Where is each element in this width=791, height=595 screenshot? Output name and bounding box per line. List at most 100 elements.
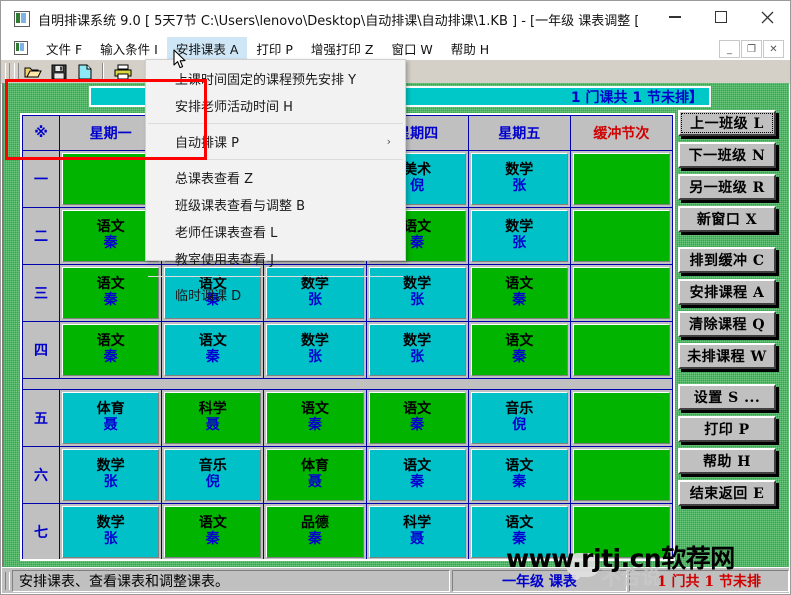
course-block[interactable]: 语文秦 [470,324,568,376]
course-block[interactable]: 数学张 [62,506,160,558]
course-block[interactable]: 数学张 [368,267,466,319]
schedule-cell[interactable] [569,150,673,208]
menu-enhanced-print[interactable]: 增强打印 Z [310,41,374,57]
schedule-cell[interactable]: 音乐倪 [467,389,571,447]
menu-item[interactable]: 临时调课 D [175,289,242,304]
course-block[interactable]: 体育聂 [62,392,160,444]
schedule-cell[interactable] [569,321,673,379]
schedule-cell[interactable]: 数学张 [365,321,469,379]
course-block[interactable]: 数学张 [470,153,568,205]
action-button[interactable]: 设置 S ... [678,384,776,410]
course-block[interactable]: 品德秦 [266,506,364,558]
open-icon[interactable] [21,61,45,83]
schedule-cell[interactable]: 语文秦 [263,389,367,447]
course-block[interactable]: 语文秦 [368,392,466,444]
schedule-cell[interactable]: 语文秦 [161,503,265,559]
schedule-cell[interactable]: 体育聂 [59,389,163,447]
schedule-cell[interactable]: 语文秦 [365,446,469,504]
action-button[interactable]: 上一班级 L [678,110,776,136]
action-button[interactable]: 结束返回 E [678,480,776,506]
course-block[interactable]: 数学张 [266,324,364,376]
close-button[interactable] [744,1,790,33]
maximize-button[interactable] [698,1,744,33]
menu-item[interactable]: 老师任课表查看 L [175,226,278,241]
menu-print[interactable]: 打印 P [256,41,293,57]
course-block[interactable] [572,324,670,376]
menu-input-conditions[interactable]: 输入条件 I [100,41,158,57]
course-block[interactable]: 语文秦 [62,324,160,376]
schedule-cell[interactable]: 数学张 [59,503,163,559]
schedule-cell[interactable] [569,446,673,504]
course-block[interactable] [572,506,670,558]
course-block[interactable]: 数学张 [266,267,364,319]
course-block[interactable]: 科学聂 [368,506,466,558]
menu-window[interactable]: 窗口 W [391,41,433,57]
minimize-button[interactable] [652,1,698,33]
schedule-cell[interactable]: 语文秦 [467,321,571,379]
schedule-cell[interactable] [569,264,673,322]
schedule-cell[interactable]: 语文秦 [467,503,571,559]
course-block[interactable] [572,392,670,444]
schedule-cell[interactable] [569,207,673,265]
schedule-cell[interactable] [569,389,673,447]
menu-item[interactable]: 班级课表查看与调整 B [175,199,306,214]
course-block[interactable]: 数学张 [62,449,160,501]
toolbar-grip-2[interactable] [14,63,19,81]
schedule-cell[interactable]: 数学张 [467,207,571,265]
schedule-cell[interactable]: 品德秦 [263,503,367,559]
course-block[interactable]: 语文秦 [164,267,262,319]
mdi-minimize-button[interactable]: _ [719,40,740,58]
course-block[interactable]: 语文秦 [164,506,262,558]
menu-item[interactable]: 总课表查看 Z [175,172,254,187]
menu-arrange-schedule[interactable]: 安排课表 A [166,36,248,60]
course-block[interactable] [572,449,670,501]
course-block[interactable]: 语文秦 [62,210,160,262]
menu-item[interactable]: 上课时间固定的课程预先安排 Y [175,73,357,88]
schedule-cell[interactable]: 科学聂 [365,503,469,559]
course-block[interactable] [62,153,160,205]
schedule-cell[interactable]: 数学张 [365,264,469,322]
schedule-cell[interactable]: 科学聂 [161,389,265,447]
course-block[interactable]: 数学张 [470,210,568,262]
schedule-cell[interactable]: 语文秦 [467,446,571,504]
action-button[interactable]: 打印 P [678,416,776,442]
action-button[interactable]: 安排课程 A [678,279,776,305]
action-button[interactable]: 清除课程 Q [678,311,776,337]
course-block[interactable]: 语文秦 [470,449,568,501]
schedule-cell[interactable] [569,503,673,559]
schedule-cell[interactable]: 体育聂 [263,446,367,504]
new-document-icon[interactable] [73,61,97,83]
schedule-cell[interactable]: 语文秦 [161,321,265,379]
schedule-cell[interactable]: 数学张 [59,446,163,504]
save-icon[interactable] [47,61,71,83]
course-block[interactable]: 体育聂 [266,449,364,501]
course-block[interactable]: 语文秦 [470,267,568,319]
course-block[interactable]: 语文秦 [164,324,262,376]
course-block[interactable]: 语文秦 [470,506,568,558]
course-block[interactable]: 语文秦 [266,392,364,444]
mdi-restore-button[interactable]: ❐ [741,40,762,58]
mdi-close-button[interactable]: ✕ [763,40,784,58]
menu-item[interactable]: 安排老师活动时间 H [175,100,293,115]
course-block[interactable] [572,267,670,319]
menu-item[interactable]: 自动排课 P › [175,135,391,151]
course-block[interactable]: 音乐倪 [470,392,568,444]
action-button[interactable]: 另一班级 R [678,174,776,200]
course-block[interactable]: 音乐倪 [164,449,262,501]
action-button[interactable]: 新窗口 X [678,206,776,232]
schedule-cell[interactable]: 语文秦 [161,264,265,322]
menu-file[interactable]: 文件 F [46,41,83,57]
course-block[interactable] [572,210,670,262]
schedule-cell[interactable]: 语文秦 [365,389,469,447]
course-block[interactable]: 语文秦 [368,449,466,501]
toolbar-grip[interactable] [5,63,10,81]
menu-item[interactable]: 教室使用表查看 J [175,253,274,268]
schedule-cell[interactable]: 音乐倪 [161,446,265,504]
course-block[interactable]: 数学张 [368,324,466,376]
schedule-cell[interactable]: 语文秦 [467,264,571,322]
action-button[interactable]: 下一班级 N [678,142,776,168]
print-icon[interactable] [111,61,135,83]
schedule-cell[interactable]: 语文秦 [59,207,163,265]
menu-help[interactable]: 帮助 H [450,41,490,57]
schedule-cell[interactable]: 数学张 [263,264,367,322]
